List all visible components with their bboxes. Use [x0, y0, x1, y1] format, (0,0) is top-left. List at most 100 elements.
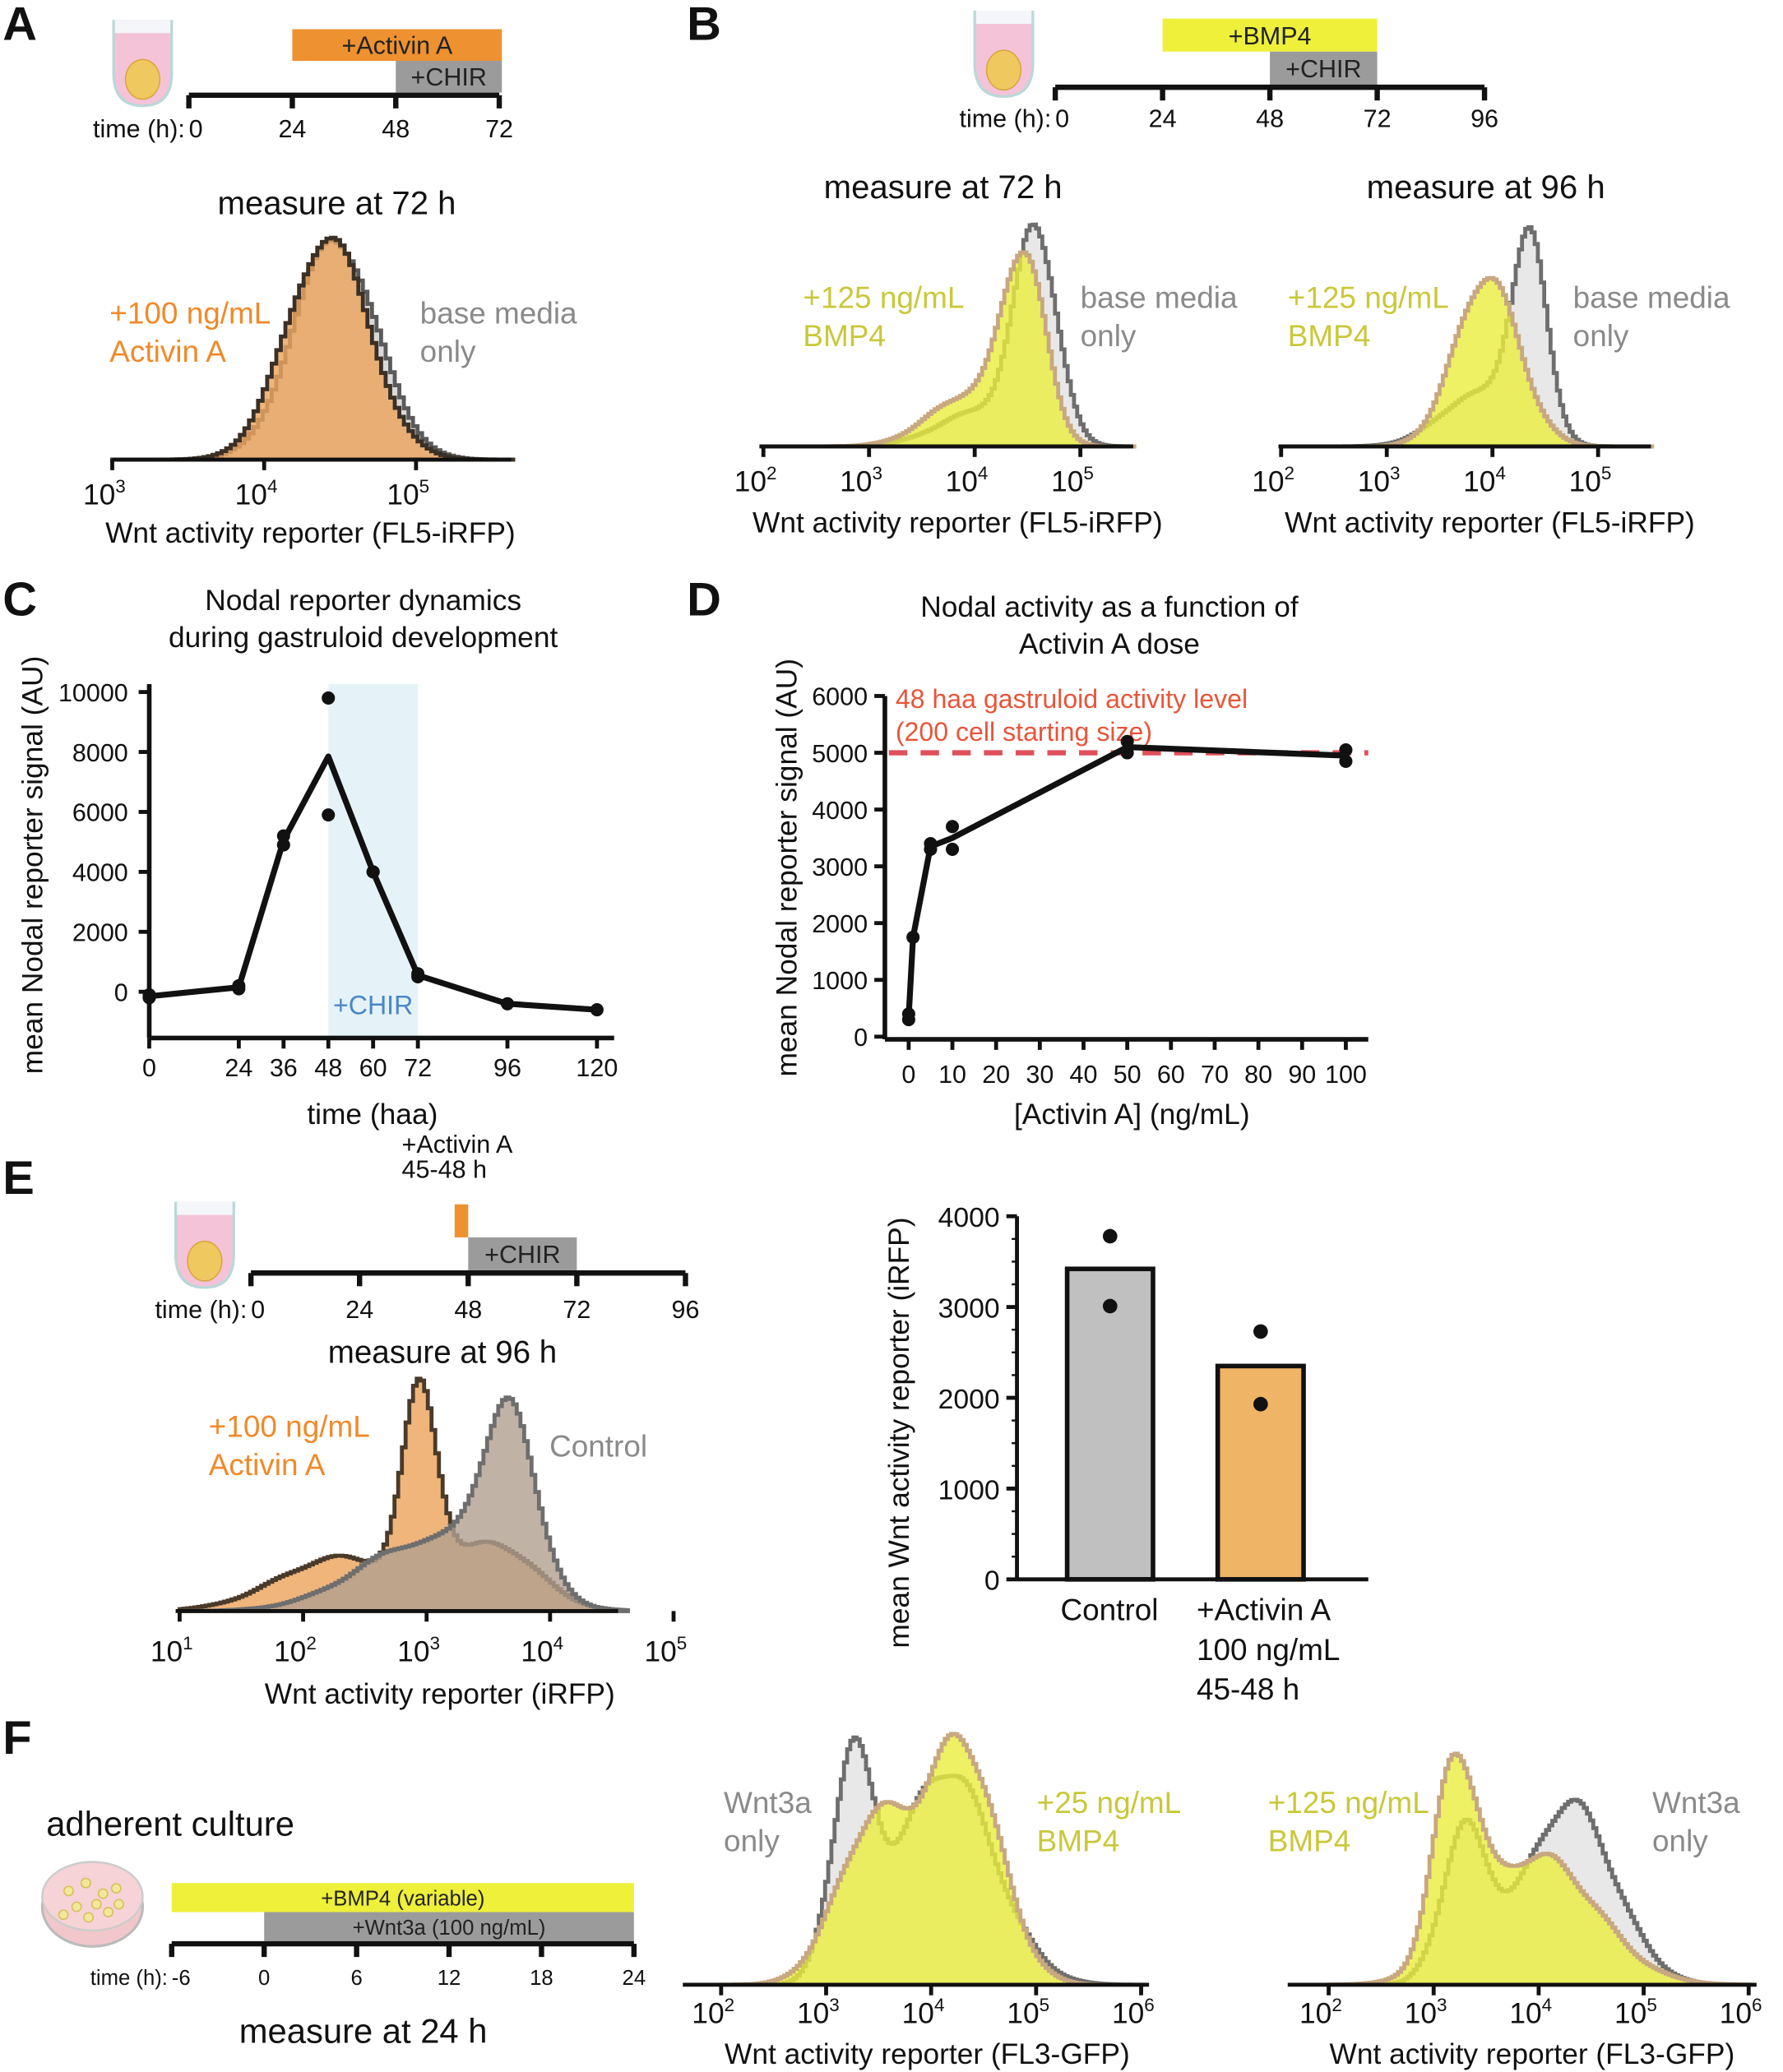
x-tick-label: 30: [1026, 1061, 1054, 1089]
series-label: only: [420, 335, 476, 368]
x-tick-label: 20: [982, 1061, 1010, 1089]
x-axis-label: Wnt activity reporter (FL3-GFP): [1330, 2038, 1735, 2070]
chir-shaded-region: [328, 684, 419, 1038]
data-point: [946, 842, 960, 856]
x-tick-label: 100: [1325, 1061, 1367, 1089]
y-tick-label: 2000: [812, 910, 868, 938]
mean-line: [905, 744, 1346, 1017]
x-tick-label: 105: [1051, 463, 1094, 497]
series-label: BMP4: [1288, 319, 1371, 353]
time-tick-label: 48: [382, 115, 410, 143]
time-axis-prefix: time (h):: [93, 115, 185, 143]
data-point: [901, 1013, 915, 1027]
series-label: Wnt3a: [724, 1786, 812, 1820]
y-tick-label: 4000: [812, 797, 868, 825]
chart-title: during gastruloid development: [169, 622, 558, 654]
y-tick-label: 2000: [72, 919, 128, 947]
histogram-A-0: base media only +100 ng/mL Activin A 103 104 1…: [83, 184, 577, 549]
x-tick-label: 24: [225, 1054, 252, 1082]
series-label: +100 ng/mL: [109, 297, 271, 331]
data-point: [946, 820, 960, 834]
panel-label: D: [687, 574, 721, 627]
y-tick-label: 2000: [938, 1384, 1000, 1415]
series-label: BMP4: [803, 319, 886, 353]
x-tick-label: 106: [1112, 1995, 1155, 2029]
x-axis-label: Wnt activity reporter (FL5-iRFP): [105, 517, 516, 549]
time-tick-label: 24: [1149, 104, 1177, 132]
data-point: [411, 967, 425, 981]
series-label: only: [724, 1825, 780, 1858]
x-axis-label: Wnt activity reporter (FL5-iRFP): [1285, 506, 1695, 539]
y-tick-label: 1000: [812, 967, 868, 995]
timeline-E: +Activin A45-48 h +CHIR 0 24 48 72 96 time (h):: [155, 1131, 699, 1324]
line-chart-D: 48 haa gastruloid activity level(200 cel…: [771, 591, 1369, 1131]
histogram-title: measure at 96 h: [1367, 169, 1605, 206]
treatment-bar: [171, 1883, 634, 1912]
x-tick-label: 40: [1070, 1061, 1098, 1089]
line-chart-C: +CHIR 0 2000 4000 6000 8000 10000 0 24 36 48 60 72 96…: [16, 585, 618, 1131]
series-label: Activin A: [209, 1448, 326, 1482]
data-point: [1102, 1298, 1118, 1314]
x-tick-label: 102: [692, 1995, 734, 2029]
data-point: [276, 838, 290, 852]
y-tick-label: 0: [114, 978, 128, 1006]
series-label: base media: [1081, 280, 1238, 314]
x-tick-label: 102: [1299, 1995, 1342, 2029]
treatment-label: +Wnt3a (100 ng/mL): [353, 1917, 546, 1940]
y-tick-label: 10000: [58, 679, 128, 707]
y-tick-label: 4000: [72, 859, 128, 887]
chart-title: Activin A dose: [1019, 628, 1200, 660]
data-point: [1339, 754, 1353, 768]
time-tick-label: 72: [485, 115, 513, 143]
treatment-label: +Activin A: [402, 1131, 513, 1159]
histogram-B-1: base media only +125 ng/mL BMP4 102 103 104 105…: [734, 169, 1238, 539]
time-axis-prefix: time (h):: [155, 1296, 247, 1324]
category-label: +Activin A: [1197, 1593, 1331, 1627]
data-point: [1253, 1324, 1268, 1339]
x-axis-label: Wnt activity reporter (FL3-GFP): [725, 2038, 1130, 2070]
x-tick-label: 102: [734, 463, 777, 497]
x-tick-label: 102: [274, 1633, 317, 1667]
y-tick-label: 0: [984, 1566, 1000, 1597]
y-tick-label: 6000: [72, 799, 128, 827]
treatment-bar: [264, 1912, 634, 1941]
x-tick-label: 104: [902, 1995, 945, 2029]
x-tick-label: 104: [1463, 463, 1506, 497]
y-tick-label: 3000: [812, 853, 868, 881]
reference-line-label: 48 haa gastruloid activity level: [896, 684, 1248, 714]
y-tick-label: 6000: [812, 683, 868, 711]
data-point: [1120, 734, 1134, 748]
histogram-B-2: base media only +125 ng/mL BMP4 102 103 104 105…: [1252, 169, 1730, 539]
series-label: Activin A: [109, 335, 226, 368]
treatment-label: +CHIR: [484, 1241, 560, 1269]
histogram-E-5: +100 ng/mL Activin A Control 101 102 103 104 10…: [151, 1376, 687, 1710]
mean-line: [149, 753, 598, 1013]
data-point: [906, 930, 920, 944]
x-tick-label: 70: [1201, 1061, 1229, 1089]
histogram-series: [719, 1732, 1144, 1987]
timeline-B: +BMP4 +CHIR 0 24 48 72 96 time (h):: [959, 10, 1498, 132]
x-tick-label: 48: [314, 1054, 342, 1082]
x-tick-label: 0: [142, 1054, 156, 1082]
x-tick-label: 105: [1569, 463, 1612, 497]
x-axis-label: [Activin A] (ng/mL): [1014, 1098, 1250, 1131]
data-point: [590, 1003, 604, 1017]
x-tick-label: 105: [1614, 1995, 1657, 2029]
y-axis-label: mean Nodal reporter signal (AU): [771, 659, 803, 1077]
time-tick-label: -6: [172, 1967, 191, 1990]
data-point: [322, 808, 336, 822]
series-label: BMP4: [1037, 1825, 1120, 1858]
histogram-F-7: Wnt3a only +25 ng/mL BMP4 102 103 104 105 106 Wnt…: [683, 1732, 1181, 2070]
time-axis-prefix: time (h):: [959, 104, 1051, 132]
series-label: base media: [420, 297, 577, 331]
category-label: Control: [1060, 1593, 1158, 1627]
histogram-series: [1327, 1751, 1753, 1987]
x-tick-label: 106: [1720, 1995, 1762, 2029]
category-label: 100 ng/mL: [1197, 1633, 1340, 1667]
timeline-A: +Activin A +CHIR 0 24 48 72 time (h):: [93, 20, 513, 143]
y-tick-label: 1000: [938, 1474, 1000, 1505]
histogram-F-8: Wnt3a only +125 ng/mL BMP4 102 103 104 105 106 Wn…: [1268, 1751, 1762, 2070]
x-tick-label: 103: [83, 476, 126, 511]
panel-label: C: [2, 574, 37, 627]
